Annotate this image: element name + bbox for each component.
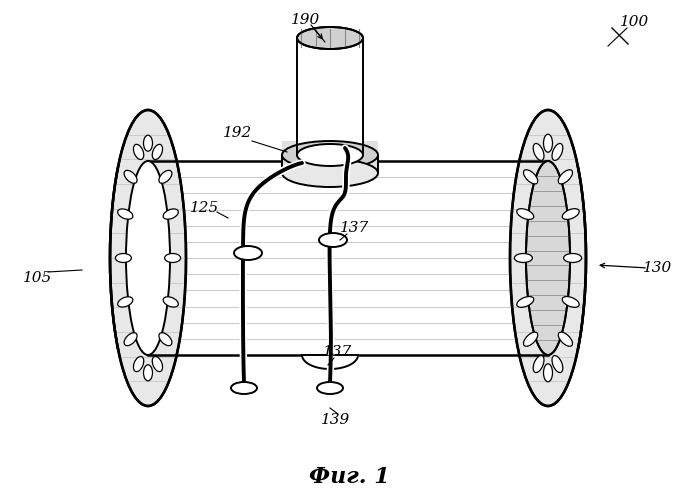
Ellipse shape <box>124 333 137 346</box>
Ellipse shape <box>319 233 347 247</box>
Ellipse shape <box>552 355 563 373</box>
Bar <box>297 38 363 155</box>
Ellipse shape <box>559 170 572 184</box>
Text: 139: 139 <box>322 413 351 427</box>
Ellipse shape <box>562 296 579 307</box>
Ellipse shape <box>297 27 363 49</box>
Ellipse shape <box>510 110 586 406</box>
Ellipse shape <box>526 161 570 355</box>
Ellipse shape <box>563 253 582 262</box>
Text: 125: 125 <box>190 201 219 215</box>
Text: 190: 190 <box>291 13 321 27</box>
Ellipse shape <box>514 253 533 262</box>
Ellipse shape <box>544 134 552 152</box>
Ellipse shape <box>234 246 262 260</box>
Ellipse shape <box>559 332 572 346</box>
Ellipse shape <box>231 382 257 394</box>
Ellipse shape <box>134 356 144 372</box>
Ellipse shape <box>562 209 579 219</box>
Bar <box>282 141 378 173</box>
Text: 130: 130 <box>643 261 672 275</box>
Ellipse shape <box>110 110 186 406</box>
Ellipse shape <box>115 253 131 262</box>
Text: Фиг. 1: Фиг. 1 <box>309 466 389 488</box>
Text: 100: 100 <box>621 15 649 29</box>
Ellipse shape <box>533 355 544 373</box>
Ellipse shape <box>164 253 180 262</box>
Ellipse shape <box>297 144 363 166</box>
Ellipse shape <box>282 159 378 187</box>
Ellipse shape <box>159 171 172 183</box>
Ellipse shape <box>552 143 563 160</box>
Ellipse shape <box>163 209 178 219</box>
Ellipse shape <box>544 364 552 382</box>
Ellipse shape <box>282 141 378 169</box>
Ellipse shape <box>517 296 534 307</box>
Ellipse shape <box>159 333 172 346</box>
Ellipse shape <box>143 365 152 381</box>
Ellipse shape <box>134 144 144 160</box>
Ellipse shape <box>517 209 534 219</box>
Text: 105: 105 <box>23 271 52 285</box>
Bar <box>148 161 548 355</box>
Ellipse shape <box>524 170 538 184</box>
Ellipse shape <box>317 382 343 394</box>
Ellipse shape <box>124 171 137 183</box>
Ellipse shape <box>126 161 170 355</box>
Ellipse shape <box>152 356 163 372</box>
Text: 137: 137 <box>340 221 370 235</box>
Ellipse shape <box>152 144 163 160</box>
Ellipse shape <box>533 143 544 160</box>
Ellipse shape <box>117 209 133 219</box>
Ellipse shape <box>524 332 538 346</box>
Text: 137: 137 <box>324 345 352 359</box>
Ellipse shape <box>117 297 133 307</box>
Ellipse shape <box>143 135 152 151</box>
Text: 192: 192 <box>224 126 252 140</box>
Ellipse shape <box>163 297 178 307</box>
